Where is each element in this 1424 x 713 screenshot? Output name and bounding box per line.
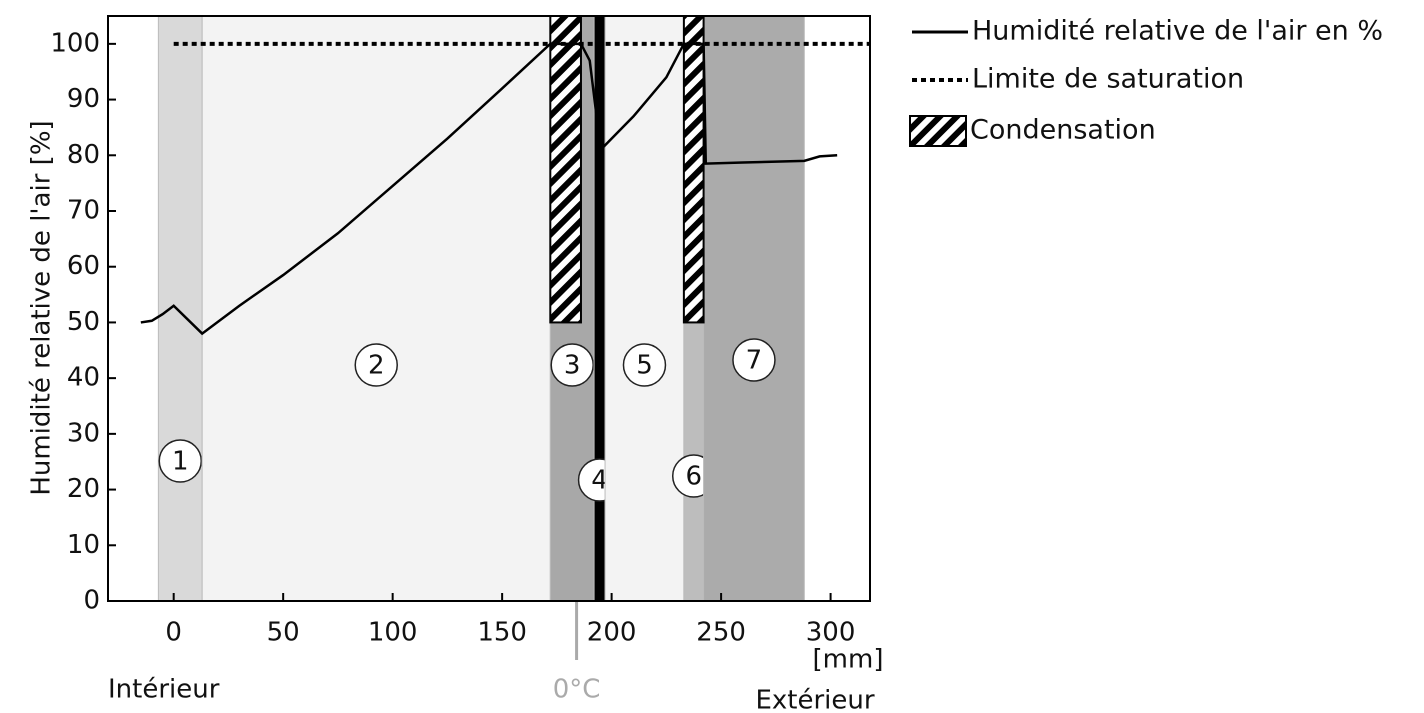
x-tick-label: 50 [267,618,300,648]
layer-label: 3 [564,351,581,381]
condensation-zone [549,15,582,324]
legend-label: Condensation [970,115,1156,146]
y-tick-label: 30 [67,418,100,448]
legend-label: Humidité relative de l'air en % [972,16,1383,47]
wall-layer [201,15,551,602]
x-unit-label: [mm] [813,645,884,675]
y-tick-label: 50 [67,307,100,337]
layer-label: 1 [172,447,189,477]
layer-label: 2 [368,351,385,381]
y-tick-label: 0 [83,586,100,616]
interior-label: Intérieur [108,675,220,705]
y-axis-label: Humidité relative de l'air [%] [27,120,57,495]
legend-label: Limite de saturation [972,64,1244,95]
y-tick-label: 20 [67,474,100,504]
x-tick-label: 0 [165,618,182,648]
y-tick-label: 60 [67,251,100,281]
layer-badge [158,439,203,483]
condensation-zone [682,15,705,324]
wall-layer [604,15,685,602]
layer-badge [732,338,776,382]
exterior-label: Extérieur [755,686,874,713]
layer-label: 4 [591,466,608,496]
wall-layer [157,15,203,602]
layer-badge [622,343,667,387]
layer-label: 6 [685,462,702,492]
layer-label: 7 [746,346,763,376]
y-tick-label: 100 [50,28,100,58]
legend: Humidité relative de l'air en % Limite d… [909,16,1383,147]
x-tick-label: 150 [477,618,527,648]
layer-badge [550,343,594,387]
x-tick-label: 250 [696,618,746,648]
legend-hatch [909,115,967,147]
plot-frame [107,15,871,602]
layer-label: 5 [636,351,653,381]
x-tick-label: 300 [806,618,856,648]
layer-badge [354,343,398,387]
x-tick-label: 100 [368,618,418,648]
y-tick-label: 40 [67,363,100,393]
freezing-label: 0°C [553,675,601,705]
y-tick-label: 80 [67,140,100,170]
wall-layer [703,15,805,602]
y-tick-label: 90 [67,84,100,114]
y-tick-label: 70 [67,196,100,226]
x-tick-label: 200 [587,618,637,648]
y-tick-label: 10 [67,530,100,560]
